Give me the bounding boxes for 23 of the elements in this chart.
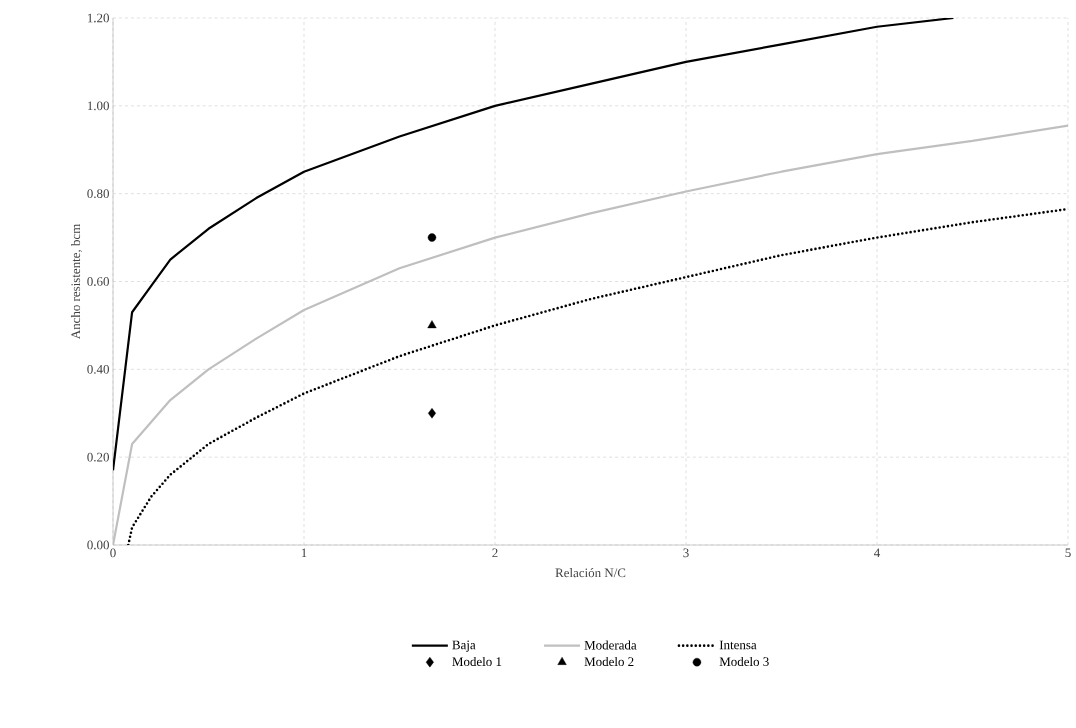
x-axis-title: Relación N/C <box>555 568 626 578</box>
y-tick-label: 0.80 <box>87 189 109 199</box>
legend-label: Baja <box>452 640 476 652</box>
legend-label: Modelo 3 <box>719 656 769 667</box>
x-tick-label: 1 <box>301 548 307 558</box>
y-axis-title: Ancho resistente, bcm <box>71 223 82 340</box>
y-tick-label: 0.60 <box>87 277 109 286</box>
legend-label: Intensa <box>719 640 757 650</box>
y-tick-label: 1.00 <box>87 101 109 111</box>
x-tick-label: 0 <box>110 548 116 558</box>
y-tick-label: 1.20 <box>87 13 109 23</box>
line-series <box>113 17 955 472</box>
x-tick-label: 4 <box>874 548 881 558</box>
x-tick-label: 2 <box>492 548 498 558</box>
y-tick-label: 0.20 <box>87 452 109 462</box>
y-tick-label: 0.40 <box>87 364 109 374</box>
legend-label: Modelo 2 <box>584 656 634 667</box>
legend-label: Modelo 1 <box>452 656 502 667</box>
x-tick-label: 5 <box>1065 548 1071 558</box>
legend-label: Moderada <box>584 640 637 650</box>
line-series <box>126 207 1069 545</box>
x-tick-label: 3 <box>683 548 689 558</box>
y-tick-label: 0.00 <box>87 540 109 550</box>
